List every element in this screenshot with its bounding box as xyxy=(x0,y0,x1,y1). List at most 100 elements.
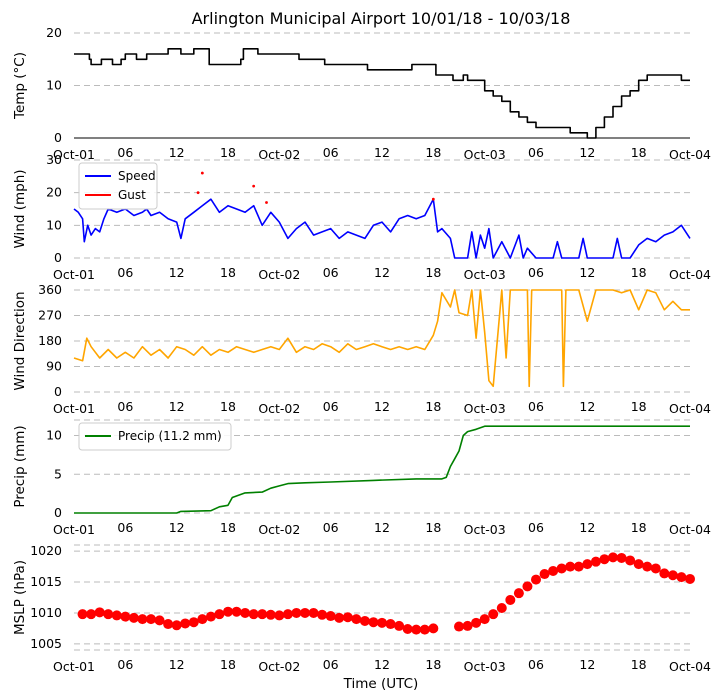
panel-temp: 0 10 20 Temp (°C) Oct-01 06 12 18 Oct-02 06 12 18 Oc… xyxy=(12,25,711,162)
legend-label: Precip (11.2 mm) xyxy=(118,429,222,443)
mslp-point xyxy=(599,554,610,565)
mslp-point xyxy=(573,561,584,572)
mslp-point xyxy=(171,620,182,631)
y-axis-label-precip: Precip (mm) xyxy=(12,425,28,507)
mslp-point xyxy=(659,568,670,579)
y-tick-label-dir: 270 xyxy=(38,308,62,323)
x-tick-label-temp: 12 xyxy=(579,145,595,160)
x-tick-label-wind: 12 xyxy=(579,265,595,280)
mslp-point xyxy=(667,570,678,581)
mslp-point xyxy=(522,581,533,592)
y-tick-label-dir: 0 xyxy=(54,384,62,399)
mslp-point xyxy=(419,624,430,635)
x-tick-label-mslp: 06 xyxy=(117,657,133,672)
x-tick-label-dir: Oct-04 xyxy=(669,401,711,416)
mslp-point xyxy=(531,574,541,585)
mslp-point xyxy=(317,609,328,620)
mslp-point xyxy=(454,621,464,632)
x-tick-label-temp: 06 xyxy=(528,145,544,160)
mslp-point xyxy=(625,555,636,566)
mslp-point xyxy=(163,619,174,630)
mslp-point xyxy=(274,610,285,621)
x-tick-label-wind: 12 xyxy=(169,265,185,280)
mslp-point xyxy=(428,623,439,634)
panel-wind: 0 10 20 30 Wind (mph) Oct-01 06 12 18 Oct-02 06 12 1… xyxy=(12,152,711,282)
x-tick-label-temp: 06 xyxy=(117,145,133,160)
mslp-point xyxy=(197,614,208,625)
x-tick-label-precip: 18 xyxy=(220,520,236,535)
x-tick-label-mslp: 12 xyxy=(374,657,390,672)
x-tick-label-dir: Oct-02 xyxy=(258,401,300,416)
y-tick-label-mslp: 1020 xyxy=(30,543,62,558)
mslp-point xyxy=(479,614,490,625)
mslp-point xyxy=(351,614,362,625)
x-tick-label-precip: 18 xyxy=(425,520,441,535)
mslp-point xyxy=(325,611,336,622)
y-tick-label-wind: 30 xyxy=(46,152,62,167)
x-tick-label-precip: Oct-03 xyxy=(464,522,506,537)
x-tick-label-mslp: 06 xyxy=(528,657,544,672)
panel-dir: 0 90 180 270 360 Wind Direction Oct-01 06 12 18 Oc… xyxy=(12,282,711,416)
x-tick-label-mslp: 12 xyxy=(169,657,185,672)
mslp-point xyxy=(205,611,216,622)
y-tick-label-dir: 90 xyxy=(46,359,62,374)
mslp-point xyxy=(137,614,148,625)
mslp-point xyxy=(223,606,233,617)
x-tick-label-wind: 18 xyxy=(220,265,236,280)
gust-point xyxy=(431,197,435,201)
x-tick-label-precip: 06 xyxy=(323,520,339,535)
x-tick-label-temp: 06 xyxy=(323,145,339,160)
x-tick-label-temp: 18 xyxy=(425,145,441,160)
y-axis-label-mslp: MSLP (hPa) xyxy=(12,560,28,635)
x-tick-label-dir: 06 xyxy=(323,399,339,414)
x-tick-label-dir: 06 xyxy=(117,399,133,414)
mslp-point xyxy=(240,607,251,618)
mslp-point xyxy=(462,620,473,631)
panel-precip: 0 5 10 Precip (mm) Oct-01 06 12 18 Oct-02 06 12 18 O… xyxy=(12,419,711,537)
mslp-point xyxy=(308,607,319,618)
y-axis-label-dir: Wind Direction xyxy=(12,291,28,390)
x-tick-label-dir: 18 xyxy=(425,399,441,414)
mslp-point xyxy=(676,572,687,583)
x-tick-label-precip: 06 xyxy=(117,520,133,535)
x-tick-label-wind: Oct-04 xyxy=(669,267,711,282)
gust-point xyxy=(265,201,268,204)
mslp-point xyxy=(86,609,97,620)
x-tick-label-mslp: Oct-03 xyxy=(464,659,506,674)
x-tick-label-precip: 06 xyxy=(528,520,544,535)
x-tick-label-precip: 12 xyxy=(579,520,595,535)
panels: 0 1020 Temp (°C) Oct-01 06 12 18 Oct-02 06 12 18 Oc… xyxy=(12,25,711,674)
y-tick-label-precip: 0 xyxy=(54,505,62,520)
mslp-point xyxy=(385,619,396,630)
mslp-point xyxy=(556,563,567,574)
mslp-point xyxy=(231,606,242,617)
series-line-dir xyxy=(73,289,690,388)
mslp-point xyxy=(368,617,379,628)
mslp-point xyxy=(282,609,293,620)
series-line-temp xyxy=(74,48,690,139)
mslp-point xyxy=(402,624,413,634)
mslp-point xyxy=(411,624,422,635)
x-tick-label-wind: 06 xyxy=(323,265,339,280)
x-tick-label-mslp: Oct-02 xyxy=(258,659,300,674)
y-tick-label-temp: 0 xyxy=(54,130,62,145)
x-tick-label-temp: Oct-03 xyxy=(464,147,506,162)
x-axis-label: Time (UTC) xyxy=(343,676,419,692)
y-tick-label-dir: 180 xyxy=(38,333,62,348)
x-tick-label-dir: 12 xyxy=(579,399,595,414)
mslp-point xyxy=(180,618,191,629)
x-tick-label-mslp: 18 xyxy=(425,657,441,672)
y-axis-label-temp: Temp (°C) xyxy=(12,52,28,120)
x-tick-label-temp: Oct-02 xyxy=(258,147,300,162)
x-tick-label-temp: 12 xyxy=(169,145,185,160)
x-tick-label-precip: Oct-01 xyxy=(53,522,95,537)
mslp-point xyxy=(154,615,165,626)
x-tick-label-precip: 12 xyxy=(169,520,185,535)
mslp-point xyxy=(94,607,105,618)
mslp-point xyxy=(111,610,122,621)
mslp-point xyxy=(77,609,88,620)
mslp-point xyxy=(488,609,499,620)
mslp-point xyxy=(539,569,550,580)
